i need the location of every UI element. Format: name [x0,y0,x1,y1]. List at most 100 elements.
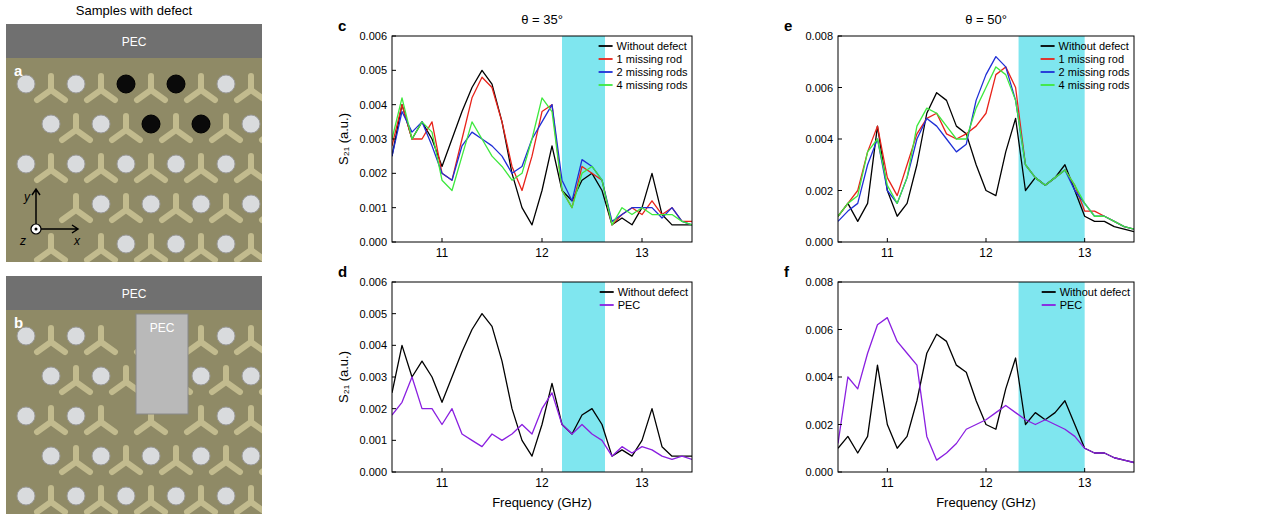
pattern [62,368,90,392]
y-tick [392,139,396,140]
pattern [187,408,215,432]
rod [92,115,110,133]
y-tick-label: 0.003 [359,371,387,383]
y-tick-label: 0.002 [359,403,387,415]
pattern [112,116,140,140]
panel-label: f [784,263,790,280]
missing-rod [167,75,185,93]
x-axis-label: Frequency (GHz) [936,495,1036,510]
rod [217,75,235,93]
x-tick-label: 13 [1078,246,1092,260]
panel-label: e [784,17,792,34]
legend-swatch [599,45,613,47]
legend: Without defectPEC [1042,286,1130,311]
rod [142,195,160,213]
rod [167,155,185,173]
rod [217,407,235,425]
legend-swatch [1042,291,1056,293]
y-tick [392,242,396,243]
rod [242,367,260,385]
legend-swatch [1041,71,1055,73]
series-line [838,334,1134,462]
y-tick [392,377,396,378]
series-line [392,377,692,459]
y-tick [838,424,842,425]
panel-label: c [338,17,346,34]
axis-arrow [32,189,40,229]
legend-label: 4 missing rods [617,79,688,91]
rod [242,195,260,213]
y-tick-label: 0.004 [359,339,387,351]
missing-rod [117,75,135,93]
panel-label: a [14,62,23,79]
series-line [838,57,1134,230]
y-tick-label: 0.006 [359,276,387,288]
pattern [187,236,215,260]
rod [92,447,110,465]
legend-swatch [599,71,613,73]
shaded-band [562,282,605,472]
pattern [237,408,262,432]
panel-label: d [338,263,347,280]
pattern [37,236,65,260]
y-tick [838,190,842,191]
board [6,276,262,514]
rod [192,195,210,213]
x-tick-label: 12 [979,476,993,490]
series-line [838,67,1134,229]
x-tick [442,468,443,472]
axis-label: x [73,234,81,248]
strip-label: PEC [122,35,147,49]
axis-arrow [36,225,78,233]
rod [92,195,110,213]
heading: Samples with defect [76,3,193,18]
x-tick [887,238,888,242]
rod [117,155,135,173]
series-line [838,318,1134,463]
legend-swatch [600,291,614,293]
pattern [62,116,90,140]
plot-bg [838,282,1134,472]
rod [217,155,235,173]
plot-frame [838,282,1134,472]
y-tick [392,36,396,37]
x-tick-label: 11 [881,246,894,260]
rod [167,487,185,505]
rod [92,367,110,385]
y-tick [838,282,842,283]
pattern [212,368,240,392]
x-tick [542,468,543,472]
rod [192,447,210,465]
rod [42,447,60,465]
pattern [87,408,115,432]
pattern [237,236,262,260]
legend: Without defect1 missing rod2 missing rod… [1041,40,1130,91]
plot-area [838,36,1134,242]
y-tick-label: 0.006 [805,324,833,336]
pattern [162,448,190,472]
pattern [162,116,190,140]
pattern [137,488,165,512]
legend: Without defectPEC [600,286,688,311]
rod [17,487,35,505]
missing-rod [142,115,160,133]
rod [42,367,60,385]
legend-swatch [599,84,613,86]
x-tick [642,468,643,472]
y-tick [392,345,396,346]
legend-label: Without defect [1060,286,1130,298]
pattern [37,328,65,352]
chart-title: θ = 50° [965,12,1007,27]
y-tick-label: 0.006 [359,30,387,42]
plot-area [392,36,692,242]
pattern [212,196,240,220]
y-tick-label: 0.004 [359,99,387,111]
rod [167,235,185,253]
legend-label: 4 missing rods [1059,79,1130,91]
series-line [392,314,692,457]
x-tick [887,468,888,472]
figure: Samples with defectPECayxzPECbPEC1112130… [0,0,1279,524]
y-tick-label: 0.004 [805,371,833,383]
x-tick-label: 11 [881,476,894,490]
plot-frame [392,282,692,472]
